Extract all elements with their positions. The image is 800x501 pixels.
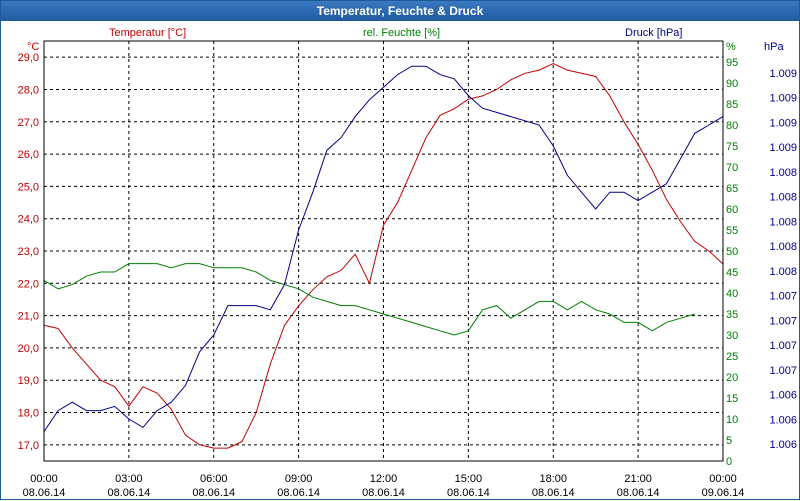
humidity-unit-label: % xyxy=(726,41,736,53)
temperature-tick-label: 18,0 xyxy=(18,408,39,420)
humidity-tick-label: 5 xyxy=(726,435,732,447)
humidity-tick-label: 70 xyxy=(726,162,738,174)
humidity-tick-label: 90 xyxy=(726,78,738,90)
x-tick-time-label: 06:00 xyxy=(200,473,228,485)
legend-temperature: Temperatur [°C] xyxy=(109,27,186,39)
humidity-tick-label: 65 xyxy=(726,183,738,195)
temperature-tick-label: 28,0 xyxy=(18,84,39,96)
x-tick-date-label: 08.06.14 xyxy=(23,487,66,499)
temperature-tick-label: 26,0 xyxy=(18,149,39,161)
temperature-tick-label: 27,0 xyxy=(18,117,39,129)
pressure-tick-label: 1.006 xyxy=(769,390,797,402)
x-tick-date-label: 08.06.14 xyxy=(617,487,660,499)
humidity-tick-label: 10 xyxy=(726,414,738,426)
humidity-tick-label: 30 xyxy=(726,330,738,342)
pressure-tick-label: 1.006 xyxy=(769,439,797,451)
axis-layer: 00:00 08.06.14 03:00 08.06.14 06:00 08.06.14 0… xyxy=(18,41,797,499)
humidity-series-line xyxy=(43,263,695,336)
humidity-tick-label: 95 xyxy=(726,57,738,69)
humidity-tick-label: 25 xyxy=(726,351,738,363)
pressure-tick-label: 1.008 xyxy=(769,192,797,204)
pressure-tick-label: 1.009 xyxy=(769,142,797,154)
x-tick-date-label: 08.06.14 xyxy=(192,487,235,499)
humidity-tick-label: 40 xyxy=(726,288,738,300)
x-tick-time-label: 12:00 xyxy=(370,473,398,485)
pressure-tick-label: 1.007 xyxy=(769,365,797,377)
pressure-tick-label: 1.009 xyxy=(769,117,797,129)
legend-layer: Temperatur [°C] rel. Feuchte [%] Druck [hP… xyxy=(109,27,682,39)
pressure-tick-label: 1.008 xyxy=(769,241,797,253)
humidity-tick-label: 20 xyxy=(726,372,738,384)
x-tick-date-label: 08.06.14 xyxy=(277,487,320,499)
x-tick-time-label: 00:00 xyxy=(30,473,58,485)
pressure-tick-label: 1.009 xyxy=(769,93,797,105)
pressure-series-line xyxy=(43,65,724,432)
x-tick-date-label: 08.06.14 xyxy=(447,487,490,499)
x-tick-time-label: 09:00 xyxy=(285,473,313,485)
pressure-tick-label: 1.009 xyxy=(769,68,797,80)
pressure-tick-label: 1.006 xyxy=(769,414,797,426)
pressure-tick-label: 1.008 xyxy=(769,266,797,278)
x-tick-time-label: 21:00 xyxy=(624,473,652,485)
grid-layer xyxy=(44,41,723,461)
humidity-tick-label: 15 xyxy=(726,393,738,405)
legend-pressure: Druck [hPa] xyxy=(625,27,682,39)
temperature-tick-label: 25,0 xyxy=(18,181,39,193)
humidity-tick-label: 55 xyxy=(726,225,738,237)
temperature-tick-label: 20,0 xyxy=(18,343,39,355)
series-layer xyxy=(43,63,724,449)
legend-humidity: rel. Feuchte [%] xyxy=(363,27,440,39)
temperature-tick-label: 17,0 xyxy=(18,440,39,452)
pressure-tick-label: 1.007 xyxy=(769,340,797,352)
x-tick-time-label: 18:00 xyxy=(539,473,567,485)
plot-frame xyxy=(43,40,724,462)
humidity-tick-label: 45 xyxy=(726,267,738,279)
humidity-tick-label: 85 xyxy=(726,99,738,111)
pressure-tick-label: 1.008 xyxy=(769,216,797,228)
x-tick-date-label: 08.06.14 xyxy=(532,487,575,499)
x-tick-date-label: 08.06.14 xyxy=(107,487,150,499)
x-tick-time-label: 03:00 xyxy=(115,473,143,485)
humidity-tick-label: 35 xyxy=(726,309,738,321)
humidity-tick-label: 50 xyxy=(726,246,738,258)
temperature-tick-label: 29,0 xyxy=(18,52,39,64)
x-tick-date-label: 09.06.14 xyxy=(702,487,745,499)
temperature-tick-label: 22,0 xyxy=(18,278,39,290)
humidity-tick-label: 0 xyxy=(726,456,732,468)
humidity-tick-label: 60 xyxy=(726,204,738,216)
pressure-tick-label: 1.008 xyxy=(769,167,797,179)
x-tick-time-label: 00:00 xyxy=(709,473,737,485)
temperature-tick-label: 19,0 xyxy=(18,375,39,387)
window-title: Temperatur, Feuchte & Druck xyxy=(1,1,799,21)
temperature-tick-label: 23,0 xyxy=(18,246,39,258)
pressure-tick-label: 1.007 xyxy=(769,315,797,327)
temperature-tick-label: 24,0 xyxy=(18,214,39,226)
x-tick-date-label: 08.06.14 xyxy=(362,487,405,499)
x-tick-time-label: 15:00 xyxy=(455,473,483,485)
temperature-series-line xyxy=(43,63,724,449)
pressure-unit-label: hPa xyxy=(764,41,784,53)
humidity-tick-label: 80 xyxy=(726,120,738,132)
pressure-tick-label: 1.007 xyxy=(769,291,797,303)
temperature-tick-label: 21,0 xyxy=(18,311,39,323)
temperature-unit-label: °C xyxy=(27,41,39,53)
humidity-tick-label: 75 xyxy=(726,141,738,153)
